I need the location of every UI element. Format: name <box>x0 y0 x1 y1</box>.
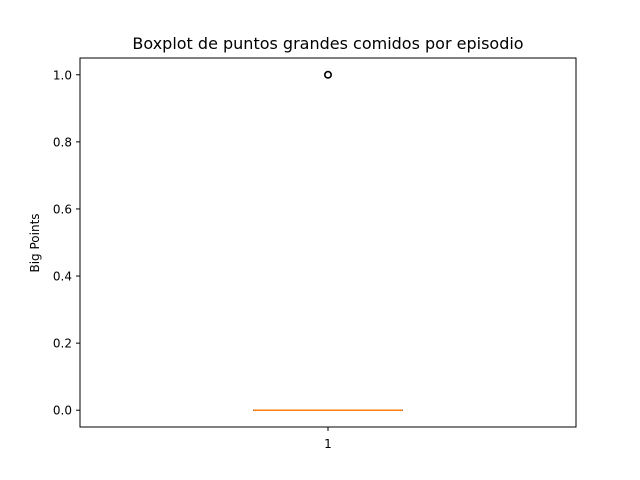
y-tick-label: 0.0 <box>53 404 72 418</box>
x-axis: 1 <box>324 427 332 451</box>
x-tick-label: 1 <box>324 437 332 451</box>
chart-title: Boxplot de puntos grandes comidos por ep… <box>132 34 523 53</box>
y-tick-label: 0.2 <box>53 337 72 351</box>
y-tick-label: 0.8 <box>53 135 72 149</box>
y-tick-label: 1.0 <box>53 68 72 82</box>
box-group <box>253 70 403 411</box>
y-axis: 0.0 0.2 0.4 0.6 0.8 1.0 <box>53 68 80 418</box>
y-axis-label: Big Points <box>28 213 42 272</box>
y-tick-label: 0.4 <box>53 270 72 284</box>
plot-area-frame <box>79 57 577 428</box>
y-tick-label: 0.6 <box>53 202 72 216</box>
outlier-point <box>323 70 332 79</box>
